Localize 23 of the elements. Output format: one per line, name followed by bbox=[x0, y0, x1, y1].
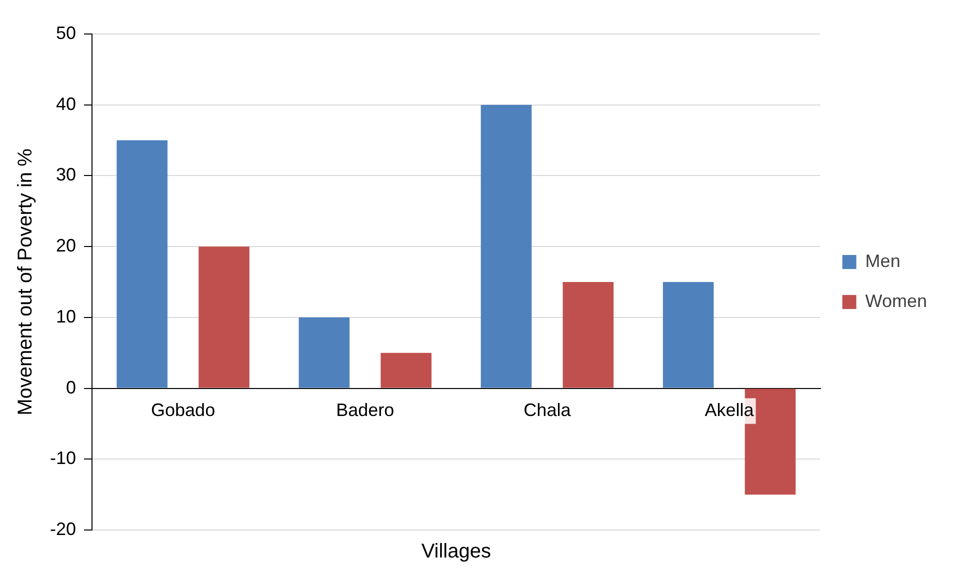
y-tick-label: 40 bbox=[56, 94, 76, 114]
bar bbox=[380, 352, 432, 388]
x-tick-label: Akella bbox=[704, 400, 755, 420]
bar bbox=[562, 282, 614, 388]
y-axis-title: Movement out of Poverty in % bbox=[14, 148, 37, 416]
y-tick-label: 10 bbox=[56, 306, 76, 326]
y-tick-label: 20 bbox=[56, 236, 76, 256]
bar bbox=[662, 282, 714, 388]
bar bbox=[198, 246, 250, 388]
x-tick-label: Gobado bbox=[151, 400, 216, 420]
y-tick-label: 50 bbox=[56, 22, 76, 43]
y-tick-label: 30 bbox=[56, 164, 76, 185]
legend-label: Women bbox=[865, 290, 928, 311]
x-axis-title: Villages bbox=[421, 540, 492, 563]
bar bbox=[116, 140, 168, 388]
x-tick-label: Chala bbox=[524, 400, 572, 420]
bar bbox=[480, 104, 532, 388]
y-tick-label: 0 bbox=[66, 377, 76, 398]
x-tick-label: Badero bbox=[336, 400, 394, 420]
y-tick-label: -10 bbox=[50, 448, 76, 468]
bar bbox=[298, 317, 350, 388]
legend-label: Men bbox=[865, 250, 900, 271]
y-tick-label: -20 bbox=[50, 518, 76, 539]
